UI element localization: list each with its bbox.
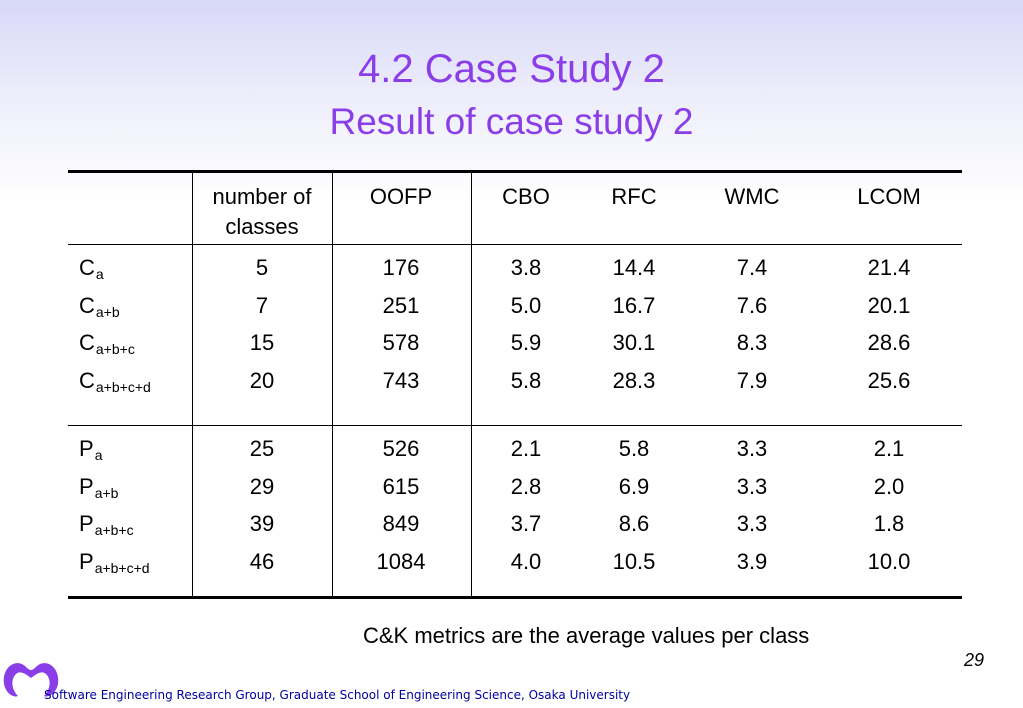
- table-cell-wmc: 7.9: [736, 367, 768, 393]
- table-cell-lcom: 2.1: [873, 436, 905, 461]
- table-cell-rfc: 10.5: [612, 548, 656, 574]
- row-label: Ca+b+c: [79, 330, 135, 362]
- page-number: 29: [964, 650, 985, 670]
- table-group-rule: [68, 425, 962, 426]
- row-label-base: P: [79, 511, 94, 536]
- table-cell-oofp: 176: [382, 255, 420, 280]
- row-label-subscript: a+b: [95, 303, 120, 320]
- table-cell-oofp: 578: [382, 330, 420, 355]
- column-header-line: OOFP: [369, 184, 433, 209]
- table-cell-classes: 5: [255, 255, 269, 280]
- table-cell-classes: 25: [249, 436, 275, 461]
- table-cell-lcom: 2.0: [873, 473, 905, 499]
- university-logo-icon: [0, 650, 62, 703]
- row-label: Pa: [79, 436, 102, 468]
- column-header-oofp: OOFP: [331, 182, 471, 212]
- table-top-rule: [68, 170, 962, 173]
- table-cell-cbo: 5.8: [510, 367, 542, 393]
- table-cell-oofp: 743: [382, 367, 420, 393]
- table-cell-lcom: 10.0: [867, 548, 911, 574]
- table-cell-oofp: 849: [382, 511, 420, 536]
- table-cell-rfc: 6.9: [618, 473, 650, 499]
- table-divider-label: [192, 170, 193, 598]
- table-cell-oofp: 1084: [376, 548, 426, 574]
- column-header-classes: number of classes: [192, 182, 332, 242]
- row-label-base: P: [79, 548, 94, 574]
- table-cell-classes: 7: [255, 292, 269, 318]
- table-cell-cbo: 4.0: [510, 548, 542, 574]
- table-cell-rfc: 30.1: [612, 330, 656, 355]
- table-cell-classes: 20: [249, 367, 275, 393]
- table-cell-lcom: 21.4: [867, 255, 911, 280]
- table-cell-cbo: 5.9: [510, 330, 542, 355]
- table-cell-oofp: 251: [382, 292, 420, 318]
- table-cell-rfc: 14.4: [612, 255, 656, 280]
- table-cell-rfc: 28.3: [612, 367, 656, 393]
- metrics-note: C&K metrics are the average values per c…: [363, 623, 810, 648]
- table-cell-wmc: 3.3: [736, 511, 768, 536]
- row-label-base: P: [79, 473, 94, 499]
- row-label-subscript: a+b+c: [95, 341, 135, 357]
- table-cell-cbo: 3.7: [510, 511, 542, 536]
- column-header-wmc: WMC: [682, 182, 822, 212]
- slide-subtitle: Result of case study 2: [329, 101, 694, 142]
- table-cell-wmc: 7.6: [736, 292, 768, 318]
- slide-title: 4.2 Case Study 2: [358, 47, 665, 91]
- table-cell-wmc: 3.3: [736, 473, 768, 499]
- table-cell-cbo: 5.0: [510, 292, 542, 318]
- table-cell-lcom: 25.6: [867, 367, 911, 393]
- row-label: Ca+b+c+d: [79, 368, 151, 400]
- row-label-subscript: a: [94, 447, 103, 463]
- table-bottom-rule: [68, 596, 962, 599]
- table-cell-rfc: 5.8: [618, 436, 650, 461]
- table-header-rule: [68, 244, 962, 245]
- table-cell-wmc: 3.9: [736, 548, 768, 574]
- table-cell-lcom: 1.8: [873, 511, 905, 536]
- row-label-base: C: [79, 292, 95, 318]
- table-cell-lcom: 28.6: [867, 330, 911, 355]
- table-cell-cbo: 3.8: [510, 255, 542, 280]
- row-label-subscript: a+b+c+d: [95, 378, 151, 395]
- table-cell-oofp: 526: [382, 436, 420, 461]
- results-table: number of classes OOFP CBO RFC WMC LCOM Ca 5 176 3…: [68, 170, 962, 599]
- row-label-base: C: [79, 330, 95, 355]
- table-cell-rfc: 8.6: [618, 511, 650, 536]
- table-cell-lcom: 20.1: [867, 292, 911, 318]
- table-cell-wmc: 3.3: [736, 436, 768, 461]
- row-label-base: P: [79, 436, 94, 461]
- table-cell-cbo: 2.8: [510, 473, 542, 499]
- table-divider-oofp: [471, 170, 472, 598]
- column-header-lcom: LCOM: [819, 182, 959, 212]
- footer-affiliation: Software Engineering Research Group, Gra…: [44, 688, 631, 702]
- column-header-line: WMC: [724, 184, 780, 209]
- table-cell-classes: 46: [249, 548, 275, 574]
- row-label-subscript: a: [95, 266, 104, 282]
- column-header-line: LCOM: [857, 184, 921, 209]
- column-header-line: CBO: [502, 184, 550, 209]
- row-label-base: C: [79, 367, 95, 393]
- table-cell-wmc: 7.4: [736, 255, 768, 280]
- column-header-line: classes: [225, 214, 299, 239]
- table-divider-classes: [332, 170, 333, 598]
- row-label-subscript: a+b: [94, 484, 119, 501]
- table-cell-wmc: 8.3: [736, 330, 768, 355]
- row-label: Ca+b: [79, 293, 120, 325]
- column-header-cbo: CBO: [456, 182, 596, 212]
- table-cell-classes: 39: [249, 511, 275, 536]
- row-label: Pa+b+c+d: [79, 549, 150, 581]
- row-label-base: C: [79, 255, 95, 280]
- table-cell-rfc: 16.7: [612, 292, 656, 318]
- table-cell-classes: 29: [249, 473, 275, 499]
- column-header-line: number of: [212, 184, 312, 209]
- row-label-subscript: a+b+c+d: [94, 559, 150, 576]
- column-header-line: RFC: [611, 184, 657, 209]
- row-label: Ca: [79, 255, 104, 287]
- table-cell-cbo: 2.1: [510, 436, 542, 461]
- row-label-subscript: a+b+c: [94, 522, 134, 538]
- column-header-rfc: RFC: [564, 182, 704, 212]
- row-label: Pa+b: [79, 474, 118, 506]
- row-label: Pa+b+c: [79, 511, 134, 543]
- table-cell-oofp: 615: [382, 473, 420, 499]
- table-cell-classes: 15: [249, 330, 275, 355]
